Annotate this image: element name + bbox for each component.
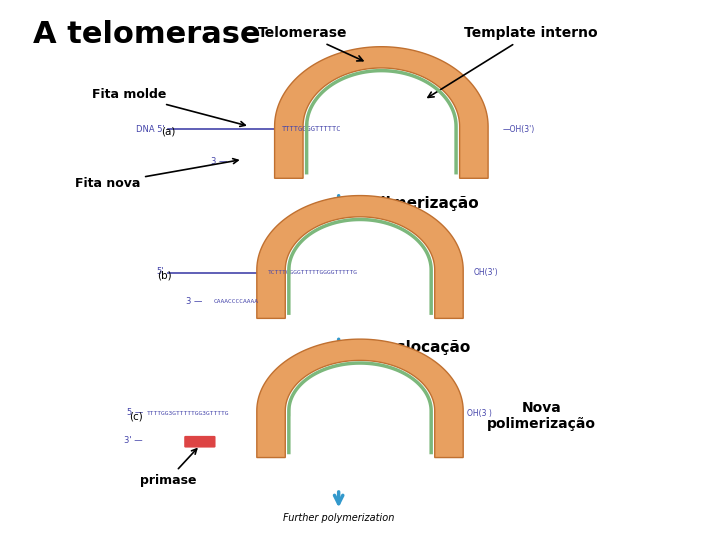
Text: TTTTGG3GTTTTTGG3GTTTTG: TTTTGG3GTTTTTGG3GTTTTG xyxy=(146,411,229,416)
Text: TTTTGGGGTTTTTC: TTTTGGGGTTTTTC xyxy=(282,126,341,132)
Text: (a): (a) xyxy=(161,127,175,137)
Text: TCTTTGGGGTTTTTGGGGTTTTTG: TCTTTGGGGTTTTTGGGGTTTTTG xyxy=(268,270,358,275)
Polygon shape xyxy=(274,47,488,178)
Text: OH(3 ): OH(3 ) xyxy=(467,409,492,418)
Text: 5': 5' xyxy=(157,267,164,276)
Text: 5 —: 5 — xyxy=(127,408,143,417)
Text: Further polymerization: Further polymerization xyxy=(283,514,395,523)
Text: (b): (b) xyxy=(157,271,172,280)
Text: (c): (c) xyxy=(129,411,143,421)
Text: Fita nova: Fita nova xyxy=(75,159,238,190)
Text: A telomerase: A telomerase xyxy=(32,20,260,49)
Text: Telomerase: Telomerase xyxy=(258,26,363,61)
Polygon shape xyxy=(257,195,463,319)
Text: 3 —: 3 — xyxy=(186,298,202,306)
Text: primase: primase xyxy=(140,449,197,487)
Polygon shape xyxy=(257,339,463,457)
Text: CAAACCCCAAAA: CAAACCCCAAAA xyxy=(214,299,259,305)
Text: Nova
polimerização: Nova polimerização xyxy=(487,401,596,431)
Text: OH(3'): OH(3') xyxy=(474,268,498,277)
Text: DNA 5': DNA 5' xyxy=(135,125,164,133)
Text: 3' —: 3' — xyxy=(125,436,143,444)
Text: Fita molde: Fita molde xyxy=(91,88,246,126)
Text: Polimerização: Polimerização xyxy=(360,196,480,211)
Text: Template interno: Template interno xyxy=(428,26,598,97)
Text: 3 —: 3 — xyxy=(210,157,227,165)
FancyBboxPatch shape xyxy=(184,436,215,448)
Text: Translocação: Translocação xyxy=(360,340,472,355)
Text: —OH(3'): —OH(3') xyxy=(503,125,534,133)
